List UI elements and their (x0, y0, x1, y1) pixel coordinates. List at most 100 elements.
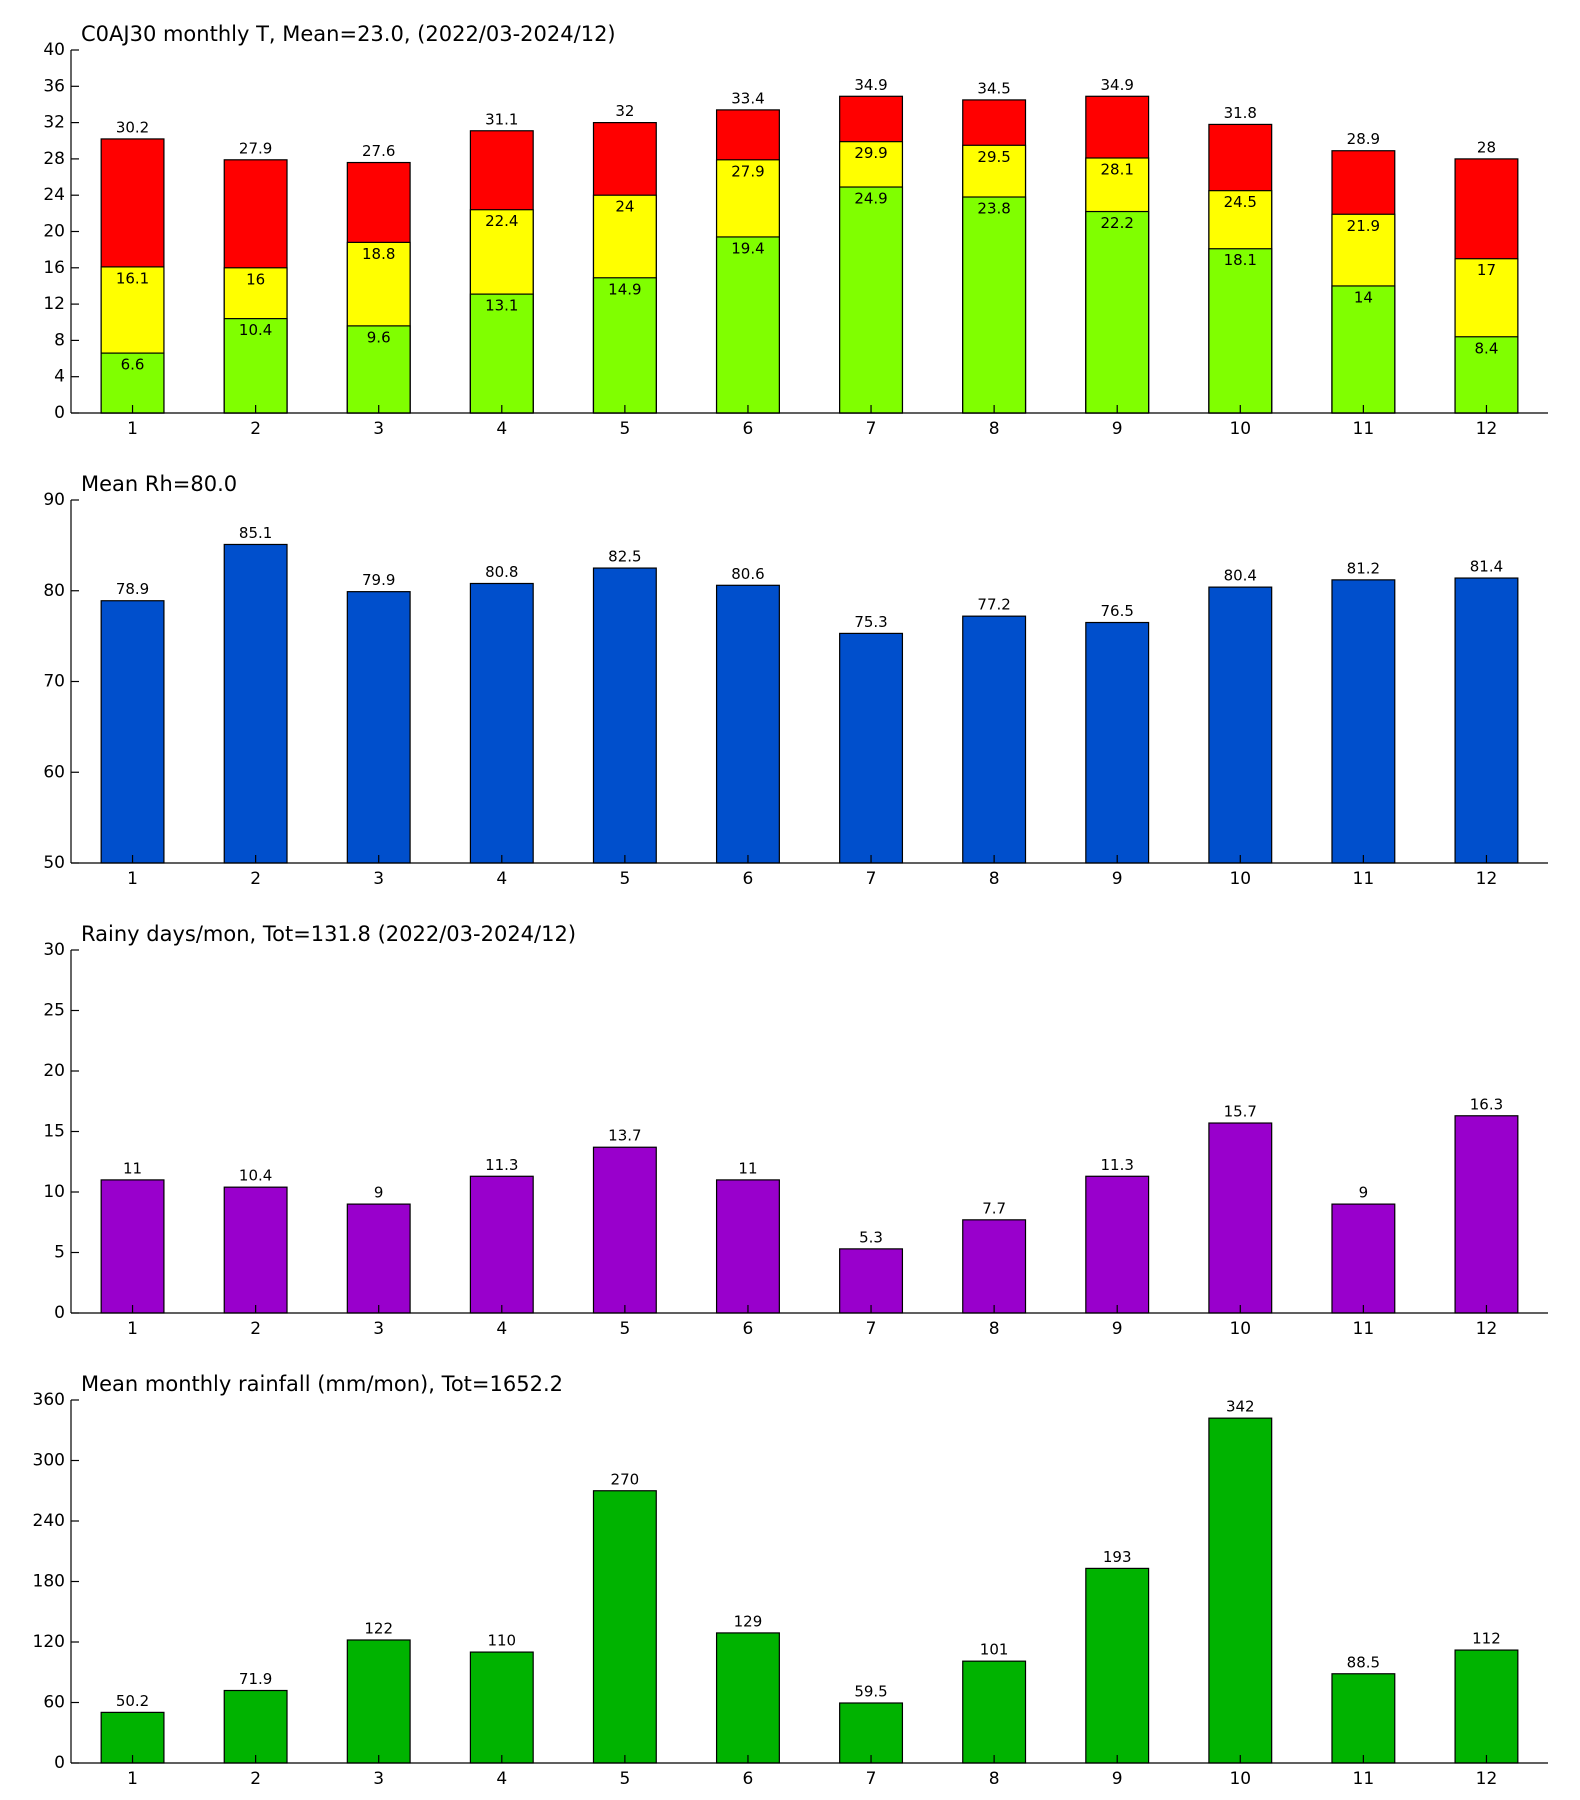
x-tick-label: 11 (1353, 1769, 1375, 1789)
value-label: 28.1 (1101, 160, 1134, 178)
bar (962, 1660, 1027, 1764)
bar (346, 325, 411, 414)
y-tick-label: 12 (43, 294, 65, 314)
value-label: 50.2 (116, 1692, 149, 1710)
y-tick-label: 10 (43, 1182, 65, 1202)
value-label: 80.6 (731, 565, 764, 583)
value-label: 11.3 (1101, 1156, 1134, 1174)
value-label: 71.9 (239, 1670, 272, 1688)
x-tick-label: 5 (619, 1769, 630, 1789)
bar (223, 1689, 288, 1764)
y-tick-label: 50 (43, 853, 65, 873)
y-tick-label: 360 (33, 1390, 65, 1410)
value-label: 27.9 (731, 162, 764, 180)
value-label: 59.5 (854, 1683, 887, 1701)
chart-title: C0AJ30 monthly T, Mean=23.0, (2022/03-20… (81, 22, 616, 46)
y-tick-label: 80 (43, 581, 65, 601)
bar (1454, 336, 1519, 414)
y-tick-label: 0 (54, 1303, 65, 1323)
value-label: 17 (1477, 261, 1496, 279)
value-label: 101 (980, 1641, 1009, 1659)
bar (100, 1711, 165, 1764)
bar (469, 582, 534, 864)
bar (100, 600, 165, 864)
x-tick-label: 7 (866, 1319, 877, 1339)
bar (1208, 1122, 1273, 1314)
bar (1085, 1567, 1150, 1764)
bar (1331, 1203, 1396, 1314)
value-label: 16.3 (1470, 1095, 1503, 1113)
value-label: 22.2 (1101, 214, 1134, 232)
value-label: 78.9 (116, 580, 149, 598)
x-tick-label: 3 (373, 1319, 384, 1339)
x-tick-label: 9 (1112, 1319, 1123, 1339)
bar (1454, 1115, 1519, 1314)
x-tick-label: 6 (743, 869, 754, 889)
y-tick-label: 60 (43, 762, 65, 782)
bar (592, 277, 657, 414)
value-label: 11 (123, 1159, 142, 1177)
x-tick-label: 9 (1112, 1769, 1123, 1789)
x-tick-label: 7 (866, 869, 877, 889)
y-tick-label: 15 (43, 1122, 65, 1142)
value-label: 9.6 (367, 328, 391, 346)
value-label: 24.5 (1224, 193, 1257, 211)
value-label: 76.5 (1101, 602, 1134, 620)
value-label: 342 (1226, 1398, 1255, 1416)
value-label: 112 (1472, 1630, 1501, 1648)
x-tick-label: 5 (619, 869, 630, 889)
x-tick-label: 8 (989, 869, 1000, 889)
x-tick-label: 3 (373, 1769, 384, 1789)
value-label: 11.3 (485, 1156, 518, 1174)
x-tick-label: 6 (743, 1319, 754, 1339)
value-label: 11 (738, 1159, 757, 1177)
bar (1208, 1417, 1273, 1764)
y-tick-label: 4 (54, 367, 65, 387)
value-label: 18.8 (362, 245, 395, 263)
x-tick-label: 1 (127, 869, 138, 889)
value-label: 22.4 (485, 212, 518, 230)
bar (715, 236, 780, 414)
x-tick-label: 11 (1353, 869, 1375, 889)
y-tick-label: 70 (43, 672, 65, 692)
value-label: 31.1 (485, 110, 518, 128)
x-tick-label: 7 (866, 1769, 877, 1789)
bar (346, 1203, 411, 1314)
bar (100, 1179, 165, 1314)
x-tick-label: 2 (250, 1769, 261, 1789)
x-tick-label: 12 (1476, 869, 1498, 889)
x-tick-label: 1 (127, 1319, 138, 1339)
bar (1208, 248, 1273, 414)
x-tick-label: 4 (496, 419, 507, 439)
x-tick-label: 9 (1112, 419, 1123, 439)
value-label: 29.9 (854, 144, 887, 162)
value-label: 28.9 (1347, 130, 1380, 148)
value-label: 28 (1477, 138, 1496, 156)
bar (715, 1632, 780, 1764)
value-label: 129 (734, 1612, 763, 1630)
value-label: 270 (611, 1470, 640, 1488)
value-label: 24 (615, 198, 634, 216)
bar (346, 591, 411, 864)
x-tick-label: 6 (743, 419, 754, 439)
y-tick-label: 8 (54, 330, 65, 350)
bar (223, 543, 288, 864)
value-label: 14 (1354, 288, 1373, 306)
value-label: 80.8 (485, 563, 518, 581)
bar (592, 567, 657, 864)
x-tick-label: 5 (619, 1319, 630, 1339)
bar (469, 1175, 534, 1314)
value-label: 19.4 (731, 239, 764, 257)
chart-title: Mean monthly rainfall (mm/mon), Tot=1652… (81, 1372, 563, 1396)
value-label: 88.5 (1347, 1653, 1380, 1671)
bar (962, 1219, 1027, 1314)
bar (469, 293, 534, 414)
value-label: 21.9 (1347, 217, 1380, 235)
bar (223, 1186, 288, 1314)
y-tick-label: 40 (43, 40, 65, 60)
x-tick-label: 3 (373, 869, 384, 889)
y-tick-label: 36 (43, 76, 65, 96)
value-label: 27.6 (362, 142, 395, 160)
value-label: 34.9 (854, 76, 887, 94)
value-label: 110 (487, 1632, 516, 1650)
